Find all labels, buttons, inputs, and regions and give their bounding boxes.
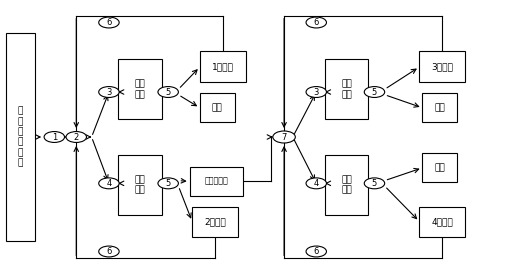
Bar	[422, 93, 457, 122]
Text: 6: 6	[106, 247, 112, 256]
Bar	[325, 155, 368, 215]
Circle shape	[99, 87, 119, 98]
Bar	[189, 167, 243, 196]
Circle shape	[66, 132, 87, 142]
Text: 1号溶剂: 1号溶剂	[212, 62, 234, 71]
Bar	[200, 51, 246, 82]
Circle shape	[158, 87, 178, 98]
Bar	[118, 59, 162, 119]
Bar	[6, 33, 35, 241]
Circle shape	[99, 178, 119, 189]
Circle shape	[306, 246, 327, 257]
Text: 5: 5	[165, 87, 171, 96]
Text: 5: 5	[165, 179, 171, 188]
Text: 7: 7	[282, 133, 287, 141]
Bar	[192, 207, 238, 236]
Text: 酚类: 酚类	[435, 103, 445, 112]
Text: 酚类、沥青: 酚类、沥青	[205, 177, 228, 186]
Circle shape	[99, 246, 119, 257]
Bar	[419, 207, 465, 236]
Text: 中
低
温
煤
焦
油: 中 低 温 煤 焦 油	[18, 107, 23, 167]
Text: 4号溶剂: 4号溶剂	[432, 217, 453, 226]
Circle shape	[364, 87, 385, 98]
Bar	[118, 155, 162, 215]
Text: 1: 1	[52, 133, 57, 141]
Bar	[200, 93, 234, 122]
Text: 5: 5	[372, 87, 377, 96]
Text: 5: 5	[372, 179, 377, 188]
Circle shape	[306, 178, 327, 189]
Bar	[419, 51, 465, 82]
Circle shape	[273, 131, 295, 143]
Text: 富含
链烃: 富含 链烃	[135, 79, 145, 99]
Text: 6: 6	[313, 247, 319, 256]
Text: 富含
酚类: 富含 酚类	[135, 175, 145, 195]
Circle shape	[364, 178, 385, 189]
Text: 2: 2	[74, 133, 79, 141]
Bar	[422, 153, 457, 182]
Circle shape	[306, 87, 327, 98]
Text: 富含
酚类: 富含 酚类	[342, 79, 352, 99]
Text: 链烃: 链烃	[212, 103, 223, 112]
Circle shape	[306, 17, 327, 28]
Text: 3: 3	[313, 87, 319, 96]
Text: 沥青: 沥青	[435, 163, 445, 172]
Text: 6: 6	[313, 18, 319, 27]
Text: 2号溶剂: 2号溶剂	[204, 217, 226, 226]
Text: 4: 4	[314, 179, 319, 188]
Circle shape	[158, 178, 178, 189]
Circle shape	[99, 17, 119, 28]
Circle shape	[44, 132, 65, 142]
Text: 富含
沥青: 富含 沥青	[342, 175, 352, 195]
Text: 3号溶剂: 3号溶剂	[432, 62, 453, 71]
Text: 3: 3	[106, 87, 112, 96]
Text: 4: 4	[106, 179, 112, 188]
Bar	[325, 59, 368, 119]
Text: 6: 6	[106, 18, 112, 27]
